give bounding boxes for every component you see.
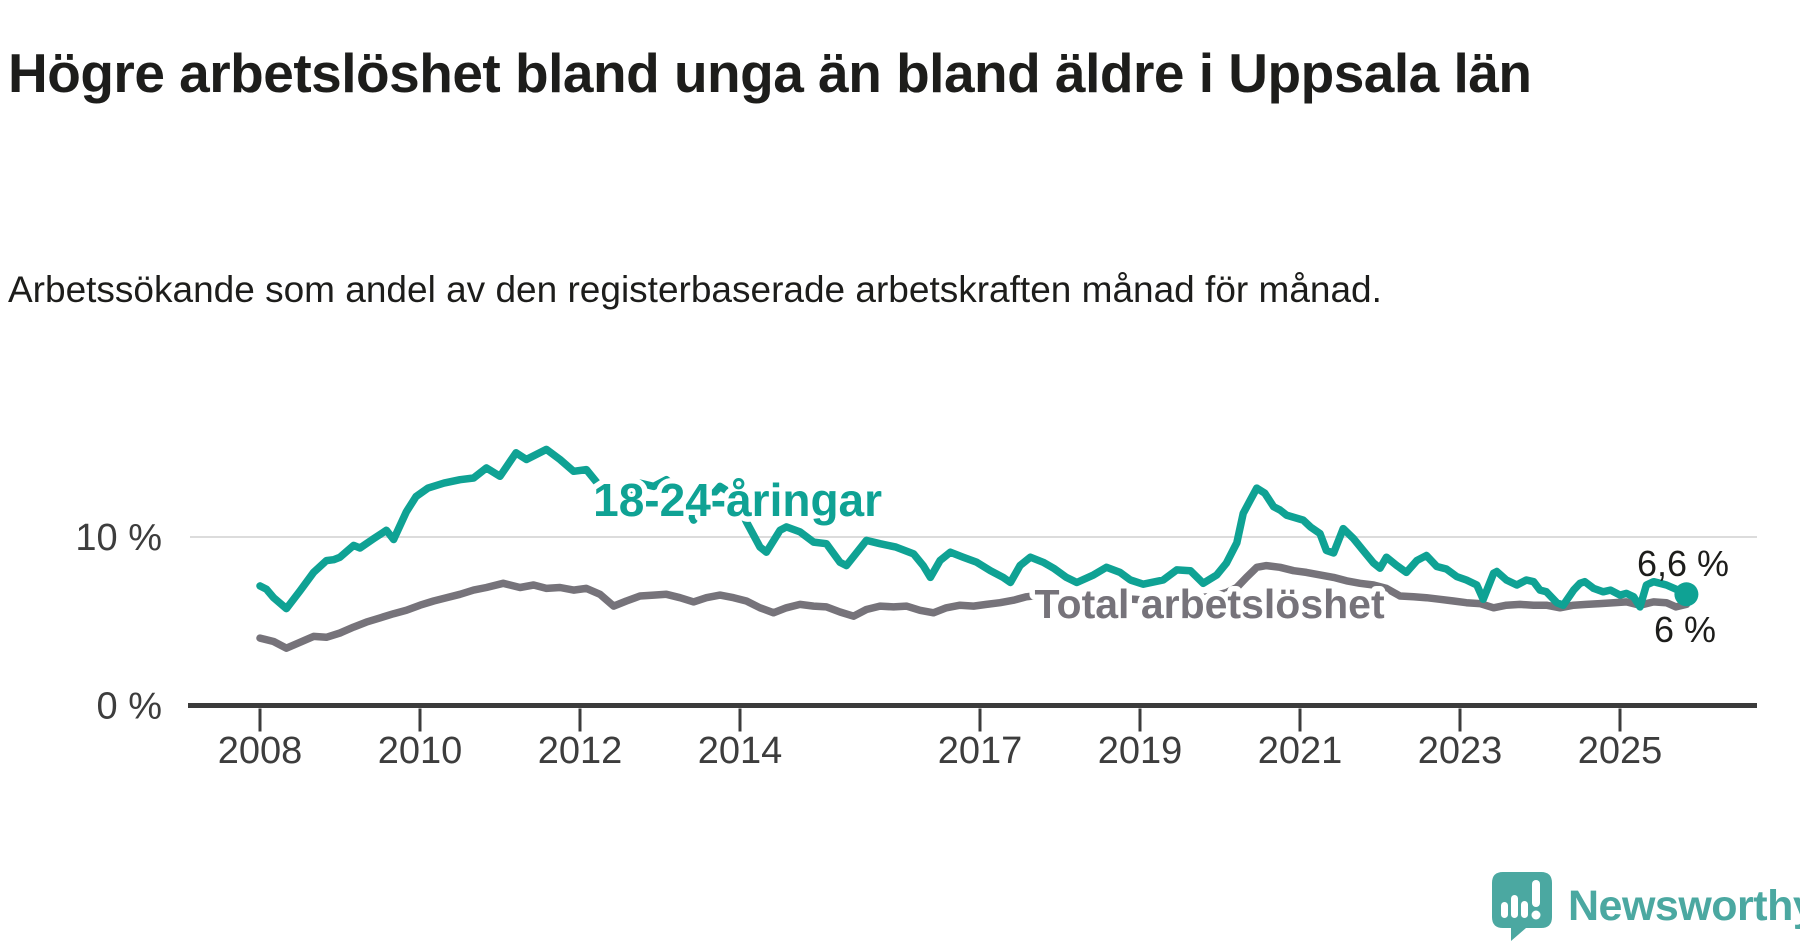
y-tick-label-10: 10 % bbox=[75, 517, 162, 559]
x-tick-label-2014: 2014 bbox=[698, 730, 783, 772]
series-line-total bbox=[256, 561, 1691, 652]
x-tick-label-2017: 2017 bbox=[938, 730, 1023, 772]
x-tick-label-2023: 2023 bbox=[1418, 730, 1503, 772]
end-value-label-0: 6,6 % bbox=[1637, 543, 1729, 584]
x-tick-label-2010: 2010 bbox=[378, 730, 463, 772]
x-tick-label-2008: 2008 bbox=[218, 730, 303, 772]
end-value-label-1: 6 % bbox=[1654, 609, 1716, 650]
chart-subtitle: Arbetssökande som andel av den registerb… bbox=[8, 269, 1382, 310]
newsworthy-wordmark: Newsworthy bbox=[1568, 881, 1800, 930]
series-label-total: Total arbetslöshet bbox=[1035, 581, 1385, 627]
newsworthy-logo: Newsworthy bbox=[1490, 870, 1800, 942]
y-tick-label-0: 0 % bbox=[97, 686, 162, 728]
x-tick-label-2012: 2012 bbox=[538, 730, 623, 772]
speech-bubble-bar-chart-icon bbox=[1492, 872, 1552, 941]
series-end-dot-youth bbox=[1674, 582, 1699, 607]
page-title: Högre arbetslöshet bland unga än bland ä… bbox=[8, 41, 1532, 104]
series-line-youth bbox=[256, 445, 1691, 613]
x-tick-label-2025: 2025 bbox=[1578, 730, 1663, 772]
x-tick-label-2021: 2021 bbox=[1258, 730, 1343, 772]
series-label-youth: 18-24-åringar bbox=[593, 474, 882, 526]
x-tick-label-2019: 2019 bbox=[1098, 730, 1183, 772]
